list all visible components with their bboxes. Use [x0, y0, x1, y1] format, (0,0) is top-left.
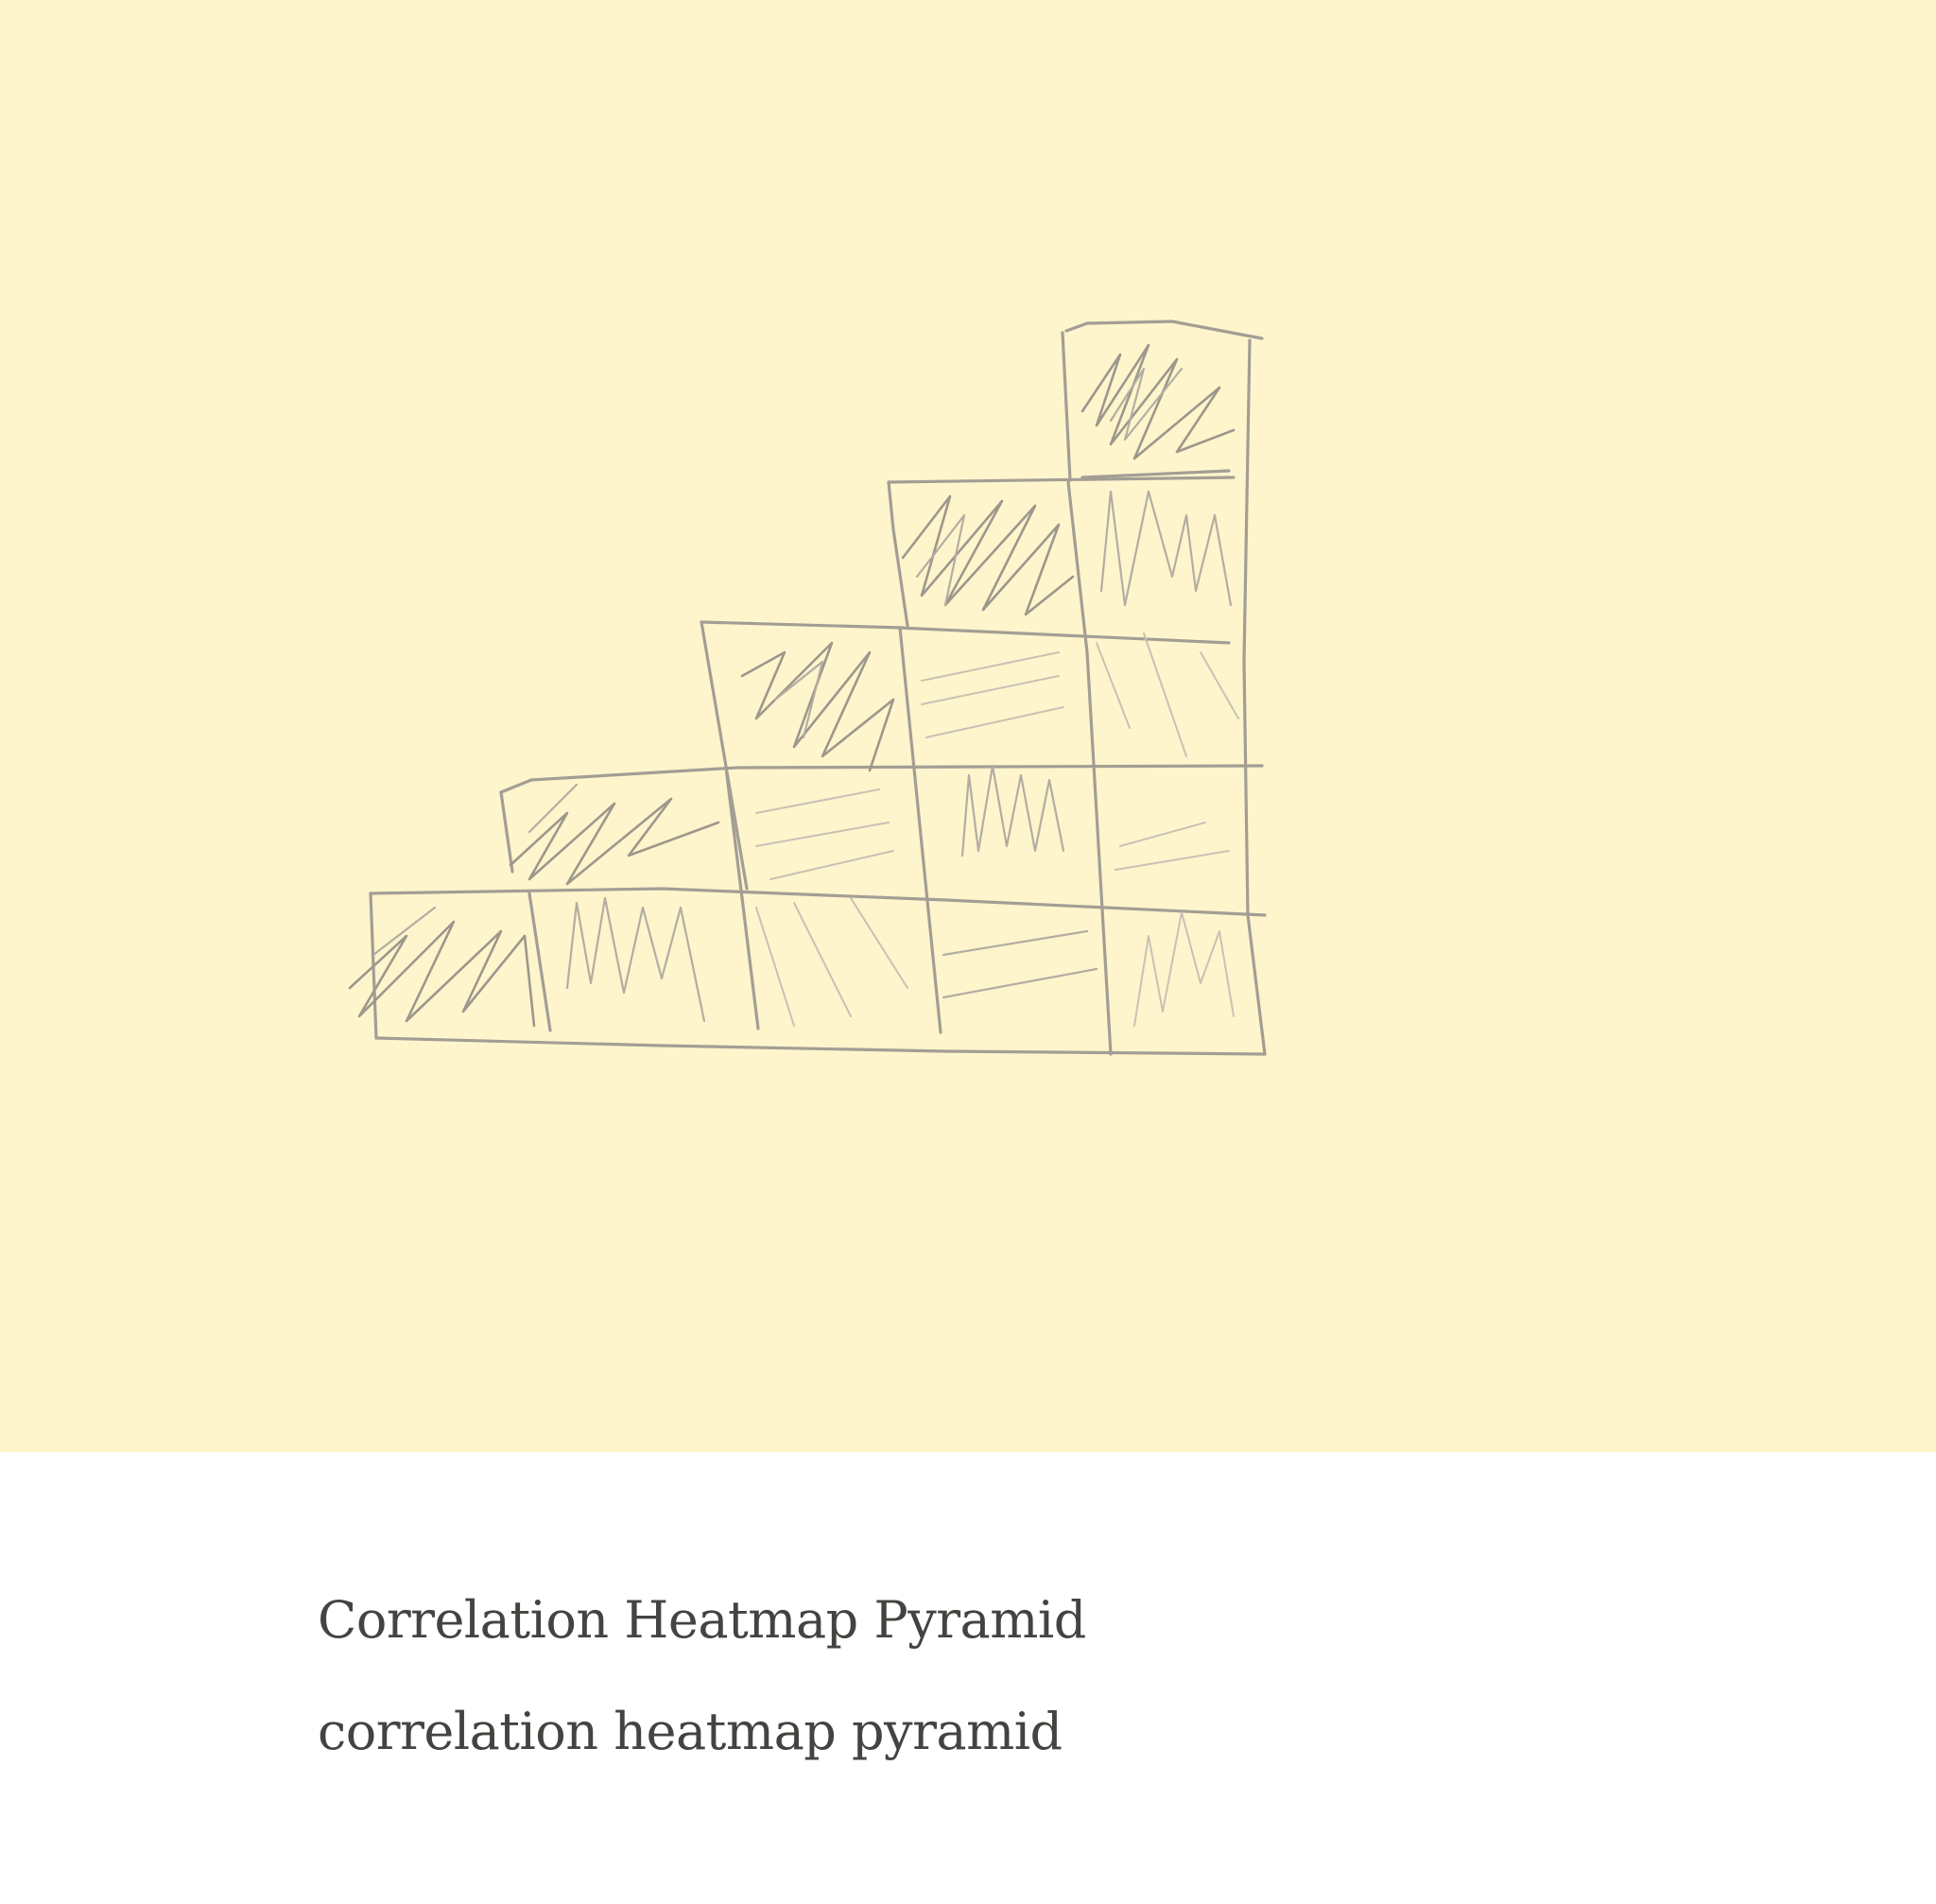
sketch-canvas — [0, 0, 1936, 1452]
caption-area: Correlation Heatmap Pyramid correlation … — [0, 1452, 1936, 1904]
caption-subtitle: correlation heatmap pyramid — [318, 1702, 1063, 1761]
sketch-frame — [369, 320, 1267, 1056]
caption-title: Correlation Heatmap Pyramid — [318, 1590, 1086, 1650]
cell-hatching — [348, 343, 1239, 1028]
pyramid-sketch — [348, 320, 1267, 1056]
